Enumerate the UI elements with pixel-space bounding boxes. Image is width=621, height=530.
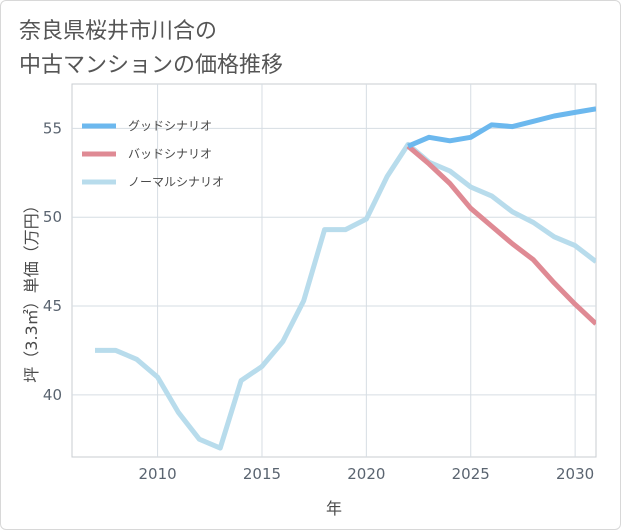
x-tick-label: 2025 — [452, 465, 490, 483]
grid-lines — [72, 84, 596, 457]
chart-title: 奈良県桜井市川合の 中古マンションの価格推移 — [19, 15, 283, 83]
legend-label: ノーマルシナリオ — [128, 175, 224, 189]
y-tick-labels: 40 45 50 55 — [43, 119, 62, 403]
series-line-1 — [406, 144, 596, 326]
x-tick-label: 2020 — [347, 465, 385, 483]
x-tick-labels: 2010 2015 2020 2025 2030 — [138, 465, 594, 483]
x-tick-label: 2010 — [138, 465, 176, 483]
x-tick-label: 2015 — [243, 465, 281, 483]
chart-title-line-1: 奈良県桜井市川合の — [19, 19, 218, 44]
x-tick-label: 2030 — [556, 465, 594, 483]
chart-title-line-2: 中古マンションの価格推移 — [19, 53, 284, 78]
legend-label: バッドシナリオ — [128, 147, 212, 161]
x-axis-label: 年 — [326, 499, 342, 518]
y-tick-label: 40 — [43, 386, 62, 404]
series-lines — [95, 106, 596, 451]
series-line-0 — [407, 106, 596, 149]
y-tick-label: 55 — [43, 119, 62, 137]
series-line-2 — [95, 141, 596, 451]
plot-area — [71, 83, 597, 458]
y-tick-label: 50 — [43, 208, 62, 226]
y-axis-label: 坪（3.3㎡）単価（万円） — [22, 197, 41, 382]
legend-label: グッドシナリオ — [128, 119, 212, 133]
y-tick-label: 45 — [43, 297, 62, 315]
